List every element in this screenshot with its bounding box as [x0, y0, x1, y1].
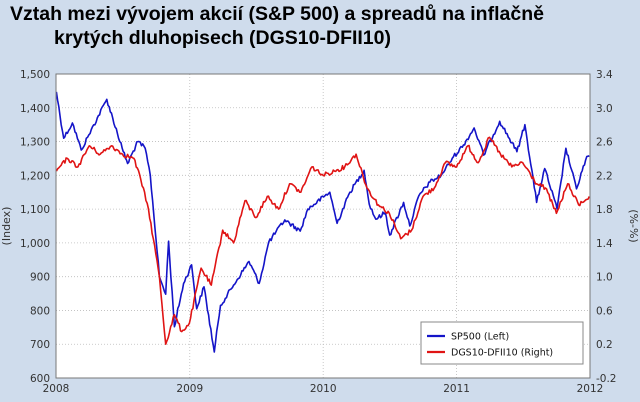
y-tick-label-right: -0.2: [596, 373, 617, 385]
series-line-sp500: [55, 91, 590, 353]
y-tick-label-left: 800: [30, 305, 50, 317]
y-tick-label-right: 3.4: [596, 69, 613, 81]
y-tick-label-right: 0.2: [596, 339, 613, 351]
y-tick-label-right: 0.6: [596, 305, 613, 317]
legend: SP500 (Left) DGS10-DFII10 (Right): [420, 321, 584, 365]
y-axis-label-left: (Index): [0, 207, 13, 246]
y-tick-label-right: 1.8: [596, 204, 613, 216]
y-tick-label-right: 3.0: [596, 103, 613, 115]
y-tick-label-left: 900: [30, 272, 50, 284]
y-tick-label-left: 1,300: [20, 137, 50, 149]
y-tick-label-left: 600: [30, 373, 50, 385]
plot-frame: [55, 73, 591, 379]
legend-box: [420, 321, 584, 365]
legend-entry-label: DGS10-DFII10 (Right): [451, 348, 553, 359]
tick-labels: 1,500 3.4 1,400 3.0 1,300 2.6 1,200 2.2 1,100 1.8…: [20, 69, 617, 395]
y-tick-label-left: 700: [30, 339, 50, 351]
y-tick-label-right: 2.2: [596, 170, 613, 182]
chart-title-line-1: Vztah mezi vývojem akcií (S&P 500) a spr…: [10, 3, 544, 25]
y-axis-label-right: (%-%): [627, 209, 640, 242]
y-tick-label-left: 1,500: [20, 69, 50, 81]
y-tick-label-left: 1,200: [20, 170, 50, 182]
chart-title: Vztah mezi vývojem akcií (S&P 500) a spr…: [10, 2, 630, 50]
y-tick-label-right: 1.4: [596, 238, 613, 250]
y-tick-label-right: 1.0: [596, 272, 613, 284]
y-tick-label-left: 1,400: [20, 103, 50, 115]
x-tick-label: 2011: [443, 383, 470, 395]
y-tick-label-left: 1,100: [20, 204, 50, 216]
x-tick-label: 2008: [43, 383, 70, 395]
series-line-spread: [55, 136, 591, 345]
y-tick-label-left: 1,000: [20, 238, 50, 250]
series-layer: [55, 91, 591, 353]
x-tick-label: 2010: [310, 383, 337, 395]
chart-title-line-2: krytých dluhopisech (DGS10-DFII10): [54, 27, 391, 49]
x-tick-label: 2009: [176, 383, 203, 395]
legend-entry-label: SP500 (Left): [451, 332, 509, 343]
y-tick-label-right: 2.6: [596, 137, 613, 149]
x-tick-label: 2012: [577, 383, 604, 395]
